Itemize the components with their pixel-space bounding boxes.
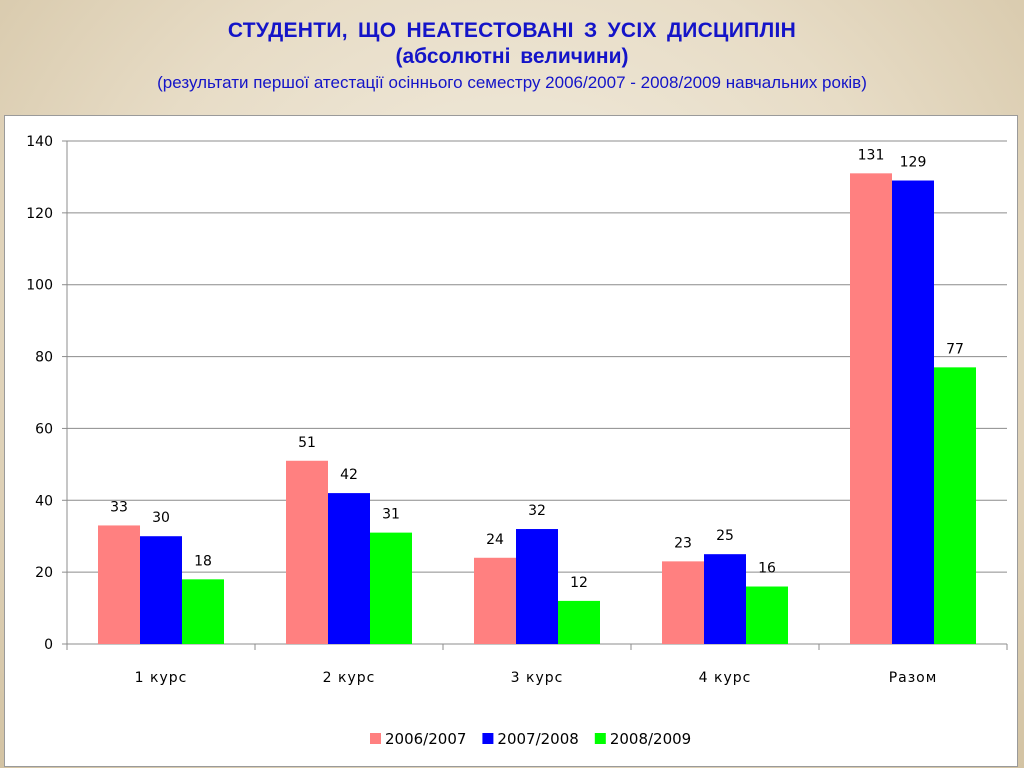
data-label: 24 [486, 532, 504, 548]
legend-swatch [594, 733, 606, 744]
legend-label: 2007/2008 [497, 730, 578, 748]
chart-title: СТУДЕНТИ, ЩО НЕАТЕСТОВАНІ З УСІХ ДИСЦИПЛ… [227, 19, 797, 42]
bar [516, 529, 558, 644]
y-tick-label: 140 [26, 134, 53, 150]
x-tick-label: 4 курс [699, 670, 752, 686]
bar [140, 536, 182, 644]
y-tick-label: 20 [35, 565, 53, 581]
y-tick-label: 120 [26, 206, 53, 222]
bar [892, 180, 934, 644]
x-tick-label: 3 курс [511, 670, 564, 686]
bar [934, 367, 976, 644]
x-tick-label: 2 курс [323, 670, 376, 686]
bar [474, 557, 516, 644]
data-label: 42 [340, 467, 358, 483]
chart-title-units: (абсолютні величини) [395, 45, 629, 68]
bar [182, 579, 224, 644]
chart-subtitle: (результати першої атестації осіннього с… [157, 73, 867, 92]
data-label: 129 [900, 155, 927, 171]
y-tick-label: 60 [35, 421, 53, 437]
bar [370, 532, 412, 644]
bars [98, 173, 976, 645]
legend-label: 2008/2009 [610, 730, 691, 748]
legend-swatch [370, 733, 381, 744]
legend-label: 2006/2007 [385, 730, 466, 748]
data-label: 16 [758, 561, 776, 577]
legend: 2006/2007 2007/2008 2008/2009 [370, 730, 691, 748]
bar [286, 460, 328, 644]
data-label: 131 [858, 147, 885, 163]
data-labels: 33 30 18 51 42 31 24 32 12 23 25 16 131 129 77 [110, 147, 964, 591]
y-tick-label: 100 [26, 278, 53, 294]
bar [328, 493, 370, 644]
data-label: 77 [946, 341, 964, 357]
chart-panel: 0 20 40 60 80 100 120 140 1 курс 2 курс 3 курс 4 ку… [4, 115, 1018, 767]
data-label: 32 [528, 503, 546, 519]
data-label: 25 [716, 528, 734, 544]
data-label: 31 [382, 507, 400, 523]
data-label: 51 [298, 435, 316, 451]
bar [558, 600, 600, 644]
gridlines [67, 140, 1007, 573]
data-label: 23 [674, 535, 692, 551]
bar [850, 173, 892, 645]
x-tick-label: Разом [889, 670, 938, 686]
y-tick-label: 80 [35, 350, 53, 366]
bar [704, 554, 746, 644]
bar-chart: 0 20 40 60 80 100 120 140 1 курс 2 курс 3 курс 4 ку… [26, 134, 1008, 748]
y-tick-label: 0 [44, 637, 53, 653]
x-tick-label: 1 курс [135, 670, 188, 686]
bar [746, 586, 788, 644]
data-label: 12 [570, 575, 588, 591]
data-label: 33 [110, 499, 128, 515]
data-label: 18 [194, 553, 212, 569]
bar [662, 561, 704, 644]
data-label: 30 [152, 510, 170, 526]
bar [98, 525, 140, 644]
legend-swatch [482, 733, 494, 744]
y-tick-label: 40 [35, 493, 53, 509]
title-block: СТУДЕНТИ, ЩО НЕАТЕСТОВАНІ З УСІХ ДИСЦИПЛ… [0, 18, 1024, 94]
